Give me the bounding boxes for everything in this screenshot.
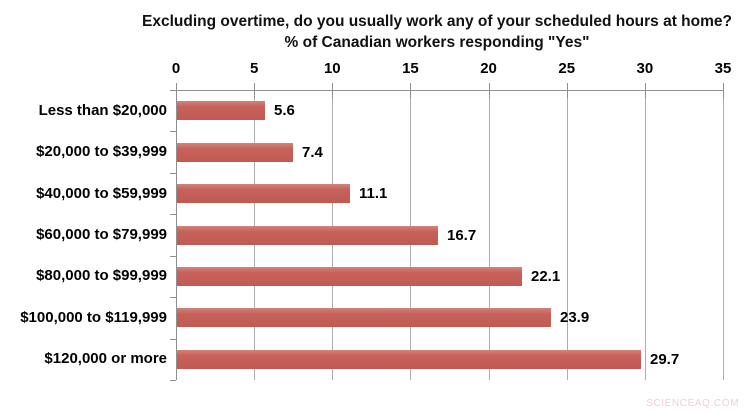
x-tick-label: 25 <box>558 60 576 77</box>
value-label: 7.4 <box>302 144 323 161</box>
bar <box>177 308 551 327</box>
x-axis-line <box>176 90 724 91</box>
value-label: 22.1 <box>531 268 561 285</box>
category-label: $60,000 to $79,999 <box>36 226 167 243</box>
y-axis-line <box>176 90 177 380</box>
gridline <box>566 90 568 380</box>
bar <box>177 226 438 245</box>
category-label: $80,000 to $99,999 <box>36 267 167 284</box>
value-label: 16.7 <box>447 227 477 244</box>
category-label: $40,000 to $59,999 <box>36 185 167 202</box>
chart-header: Excluding overtime, do you usually work … <box>120 11 754 53</box>
y-axis-tick <box>170 380 176 381</box>
gridline <box>488 90 490 380</box>
chart-subtitle: % of Canadian workers responding "Yes" <box>284 34 590 51</box>
bar <box>177 101 265 120</box>
chart-title: Excluding overtime, do you usually work … <box>142 13 732 30</box>
x-tick-label: 10 <box>323 60 341 77</box>
bar <box>177 184 350 203</box>
bar <box>177 143 293 162</box>
x-tick-label: 20 <box>480 60 497 77</box>
bar <box>177 267 522 286</box>
value-label: 23.9 <box>560 309 590 326</box>
gridline <box>644 90 646 380</box>
x-tick-label: 35 <box>714 60 732 77</box>
x-tick-label: 15 <box>402 60 419 77</box>
x-tick-label: 5 <box>249 60 259 77</box>
x-tick-label: 0 <box>171 60 181 77</box>
value-label: 11.1 <box>359 185 388 202</box>
y-axis-tick <box>170 297 176 298</box>
category-label: $120,000 or more <box>44 350 167 367</box>
value-label: 5.6 <box>274 102 295 119</box>
y-axis-tick <box>170 339 176 340</box>
y-axis-tick <box>170 256 176 257</box>
x-tick-label: 30 <box>636 60 654 77</box>
y-axis-tick <box>170 90 176 91</box>
gridline <box>723 90 724 380</box>
category-label: $20,000 to $39,999 <box>36 143 167 160</box>
watermark: SCIENCEAQ.COM <box>646 398 739 409</box>
value-label: 29.7 <box>650 351 680 368</box>
y-axis-tick <box>170 173 176 174</box>
y-axis-tick <box>170 214 176 215</box>
y-axis-tick <box>170 131 176 132</box>
bar <box>177 350 641 369</box>
category-label: Less than $20,000 <box>38 102 167 119</box>
category-label: $100,000 to $119,999 <box>20 309 167 326</box>
